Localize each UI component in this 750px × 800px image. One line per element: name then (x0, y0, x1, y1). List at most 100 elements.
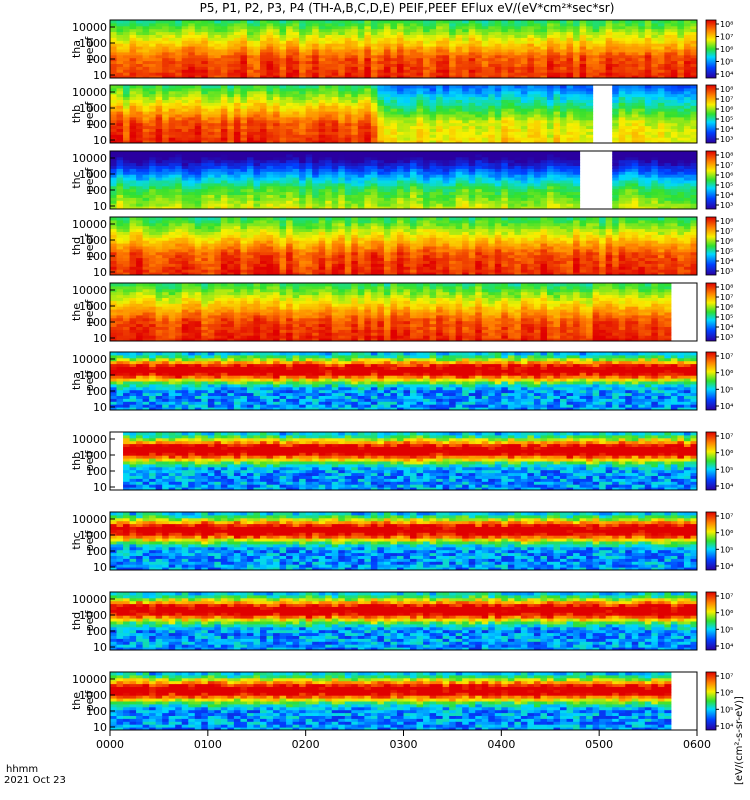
spectrogram-cell (344, 177, 352, 181)
spectrogram-cell (638, 116, 646, 121)
spectrogram-cell (553, 191, 561, 195)
spectrogram-cell (201, 140, 209, 144)
spectrogram-cell (207, 63, 215, 67)
spectrogram-cell (514, 37, 522, 41)
spectrogram-cell (540, 165, 548, 169)
spectrogram-cell (338, 20, 346, 24)
spectrogram-cell (181, 206, 189, 210)
spectrogram-cell (292, 96, 300, 100)
spectrogram-cell (494, 114, 502, 118)
spectrogram-cell (540, 49, 548, 53)
spectrogram-cell (520, 125, 528, 129)
spectrogram-cell (586, 111, 594, 115)
spectrogram-cell (560, 31, 568, 35)
spectrogram-cell (246, 54, 254, 59)
spectrogram-cell (116, 156, 124, 161)
spectrogram-cell (344, 46, 352, 50)
spectrogram-cell (260, 90, 268, 95)
spectrogram-cell (279, 111, 287, 115)
spectrogram-cell (266, 37, 274, 41)
spectrogram-cell (292, 119, 300, 124)
spectrogram-cell (116, 66, 124, 70)
spectrogram-cell (116, 75, 124, 79)
spectrogram-cell (416, 134, 424, 138)
spectrogram-cell (533, 25, 541, 30)
spectrogram-cell (344, 87, 352, 92)
spectrogram-cell (260, 54, 268, 59)
spectrogram-cell (325, 200, 333, 204)
spectrogram-cell (207, 177, 215, 181)
spectrogram-cell (116, 168, 124, 172)
spectrogram-cell (631, 137, 639, 141)
spectrogram-cell (227, 151, 235, 155)
spectrogram-cell (520, 108, 528, 112)
spectrogram-cell (501, 66, 509, 70)
spectrogram-cell (325, 22, 333, 27)
spectrogram-cell (364, 43, 372, 47)
spectrogram-cell (462, 111, 470, 115)
spectrogram-cell (390, 206, 398, 210)
spectrogram-cell (690, 114, 698, 118)
spectrogram-cell (116, 159, 124, 164)
spectrogram-cell (403, 111, 411, 115)
spectrogram-cell (377, 54, 385, 59)
spectrogram-cell (246, 131, 254, 135)
spectrogram-cell (168, 57, 176, 62)
spectrogram-cell (403, 119, 411, 124)
spectrogram-cell (429, 22, 437, 27)
spectrogram-cell (429, 57, 437, 62)
spectrogram-cell (227, 49, 235, 53)
spectrogram-cell (260, 114, 268, 118)
spectrogram-cell (403, 159, 411, 164)
spectrogram-cell (501, 20, 509, 24)
spectrogram-cell (651, 75, 659, 79)
spectrogram-cell (227, 75, 235, 79)
spectrogram-cell (273, 63, 281, 67)
spectrogram-cell (462, 72, 470, 76)
spectrogram-cell (507, 37, 515, 41)
spectrogram-cell (110, 72, 118, 76)
spectrogram-cell (605, 69, 613, 73)
spectrogram-cell (260, 22, 268, 27)
spectrogram-cell (683, 140, 691, 144)
spectrogram-cell (162, 137, 170, 141)
spectrogram-cell (507, 171, 515, 175)
spectrogram-cell (123, 40, 131, 44)
spectrogram-cell (370, 159, 378, 164)
spectrogram-cell (657, 111, 665, 115)
spectrogram-cell (305, 168, 313, 172)
spectrogram-cell (351, 57, 359, 62)
spectrogram-cell (475, 174, 483, 178)
spectrogram-cell (220, 116, 228, 121)
spectrogram-cell (527, 165, 535, 169)
spectrogram-cell (383, 37, 391, 41)
spectrogram-cell (436, 203, 444, 207)
spectrogram-cell (416, 87, 424, 92)
spectrogram-cell (475, 116, 483, 121)
spectrogram-cell (344, 57, 352, 62)
spectrogram-cell (690, 43, 698, 47)
spectrogram-cell (214, 168, 222, 172)
spectrogram-cell (455, 51, 463, 56)
spectrogram-cell (514, 54, 522, 59)
spectrogram-cell (410, 197, 418, 201)
spectrogram-cell (312, 191, 320, 195)
spectrogram-cell (168, 140, 176, 144)
spectrogram-cell (488, 114, 496, 118)
spectrogram-cell (246, 93, 254, 98)
spectrogram-cell (507, 60, 515, 64)
spectrogram-cell (181, 203, 189, 207)
spectrogram-cell (116, 51, 124, 56)
spectrogram-cell (573, 69, 581, 73)
spectrogram-cell (507, 191, 515, 195)
spectrogram-cell (520, 37, 528, 41)
spectrogram-cell (396, 31, 404, 35)
spectrogram-cell (155, 159, 163, 164)
spectrogram-cell (527, 119, 535, 124)
spectrogram-cell (220, 31, 228, 35)
spectrogram-cell (240, 177, 248, 181)
spectrogram-cell (579, 40, 587, 44)
spectrogram-cell (181, 125, 189, 129)
spectrogram-cell (370, 90, 378, 95)
spectrogram-cell (292, 105, 300, 109)
